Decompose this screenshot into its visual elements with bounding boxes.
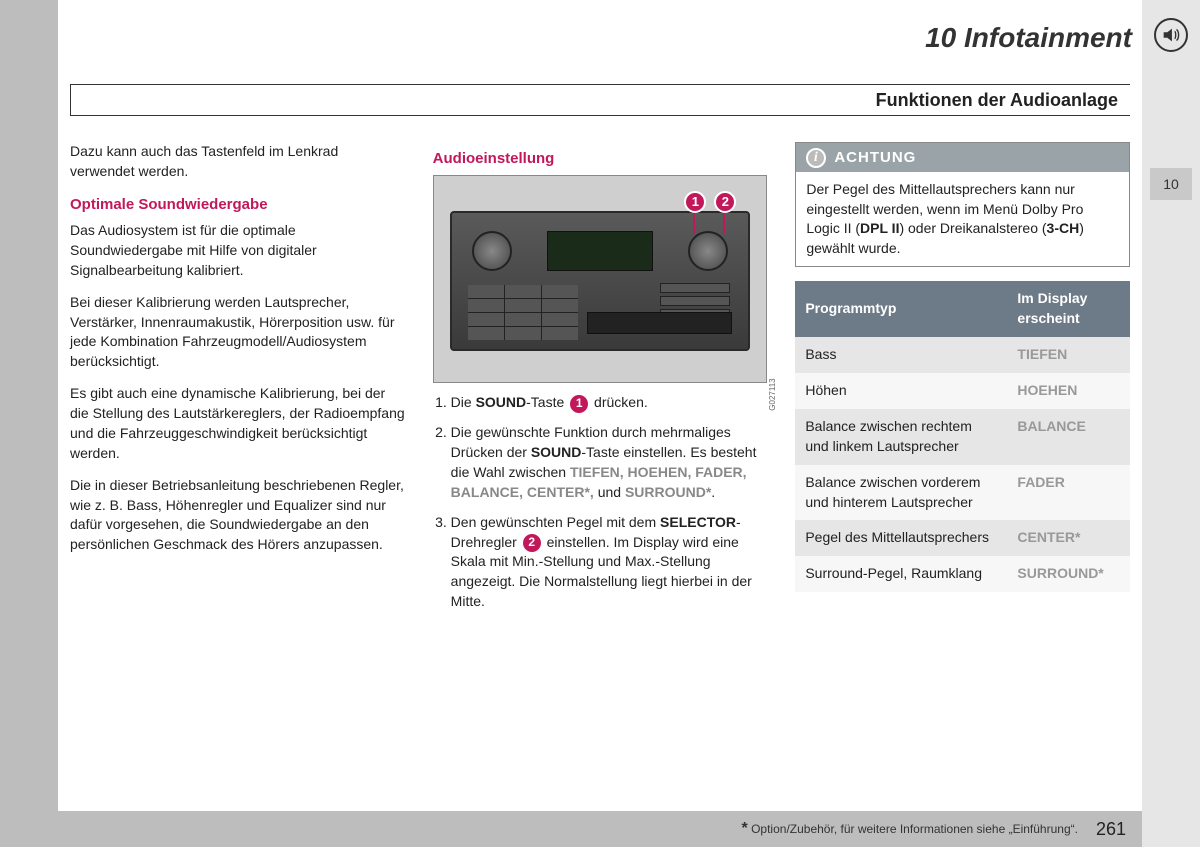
section-header: Funktionen der Audioanlage [70, 84, 1130, 116]
footnote: * Option/Zubehör, für weitere Informatio… [742, 820, 1078, 838]
radio-panel [450, 211, 751, 351]
left-margin-bar [0, 0, 58, 847]
inline-callout-2: 2 [523, 534, 541, 552]
speaker-icon [1154, 18, 1188, 52]
table-header-display: Im Display erscheint [1007, 281, 1130, 337]
step-3: Den gewünschten Pegel mit dem SELECTOR-D… [451, 513, 768, 612]
table-row: Pegel des Mittellautsprechers CENTER* [795, 520, 1130, 556]
steps-list: Die SOUND-Taste 1 drücken. Die gewünscht… [433, 393, 768, 612]
paragraph-1: Das Audiosystem ist für die optimale Sou… [70, 221, 405, 281]
column-3: i ACHTUNG Der Pegel des Mittellautsprech… [795, 142, 1130, 622]
warning-title-text: ACHTUNG [834, 147, 916, 168]
paragraph-2: Bei dieser Kalibrierung werden Lautsprec… [70, 293, 405, 373]
chapter-title: 10 Infotainment [58, 22, 1142, 54]
power-knob [472, 231, 512, 271]
selector-knob [688, 231, 728, 271]
table-row: Höhen HOEHEN [795, 373, 1130, 409]
paragraph-3: Es gibt auch eine dynamische Kalibrierun… [70, 384, 405, 464]
inline-callout-1: 1 [570, 395, 588, 413]
step-1: Die SOUND-Taste 1 drücken. [451, 393, 768, 413]
page-footer: * Option/Zubehör, für weitere Informatio… [58, 811, 1142, 847]
speaker-glyph [1160, 24, 1182, 46]
table-header-type: Programmtyp [795, 281, 1007, 337]
radio-figure: 1 2 G027113 [433, 175, 768, 383]
optimal-sound-heading: Optimale Soundwiedergabe [70, 194, 405, 215]
callout-1: 1 [684, 191, 706, 213]
callout-line-1 [693, 213, 695, 233]
intro-paragraph: Dazu kann auch das Tastenfeld im Lenkrad… [70, 142, 405, 182]
page-body: Dazu kann auch das Tastenfeld im Lenkrad… [70, 142, 1130, 622]
radio-display [547, 231, 654, 271]
paragraph-4: Die in dieser Betriebsanleitung beschrie… [70, 476, 405, 556]
keypad [468, 285, 578, 340]
column-2: Audioeinstellung 1 2 G027113 [433, 142, 768, 622]
table-row: Balance zwischen rechtem und linkem Laut… [795, 409, 1130, 465]
figure-code: G027113 [767, 378, 778, 410]
page-number: 261 [1096, 819, 1126, 840]
audio-setting-heading: Audioeinstellung [433, 148, 768, 169]
chapter-tab: 10 [1150, 168, 1192, 200]
step-2: Die gewünschte Funktion durch mehrmalige… [451, 423, 768, 503]
display-table: Programmtyp Im Display erscheint Bass TI… [795, 281, 1130, 592]
warning-title-bar: i ACHTUNG [796, 143, 1129, 172]
warning-box: i ACHTUNG Der Pegel des Mittellautsprech… [795, 142, 1130, 267]
right-margin-bar: 10 [1142, 0, 1200, 847]
table-row: Surround-Pegel, Raumklang SURROUND* [795, 556, 1130, 592]
column-1: Dazu kann auch das Tastenfeld im Lenkrad… [70, 142, 405, 622]
table-row: Bass TIEFEN [795, 337, 1130, 373]
cd-slot [587, 312, 733, 334]
callout-line-2 [723, 213, 725, 233]
info-icon: i [806, 148, 826, 168]
section-title: Funktionen der Audioanlage [876, 90, 1118, 111]
callout-2: 2 [714, 191, 736, 213]
table-row: Balance zwischen vorderem und hinterem L… [795, 465, 1130, 521]
